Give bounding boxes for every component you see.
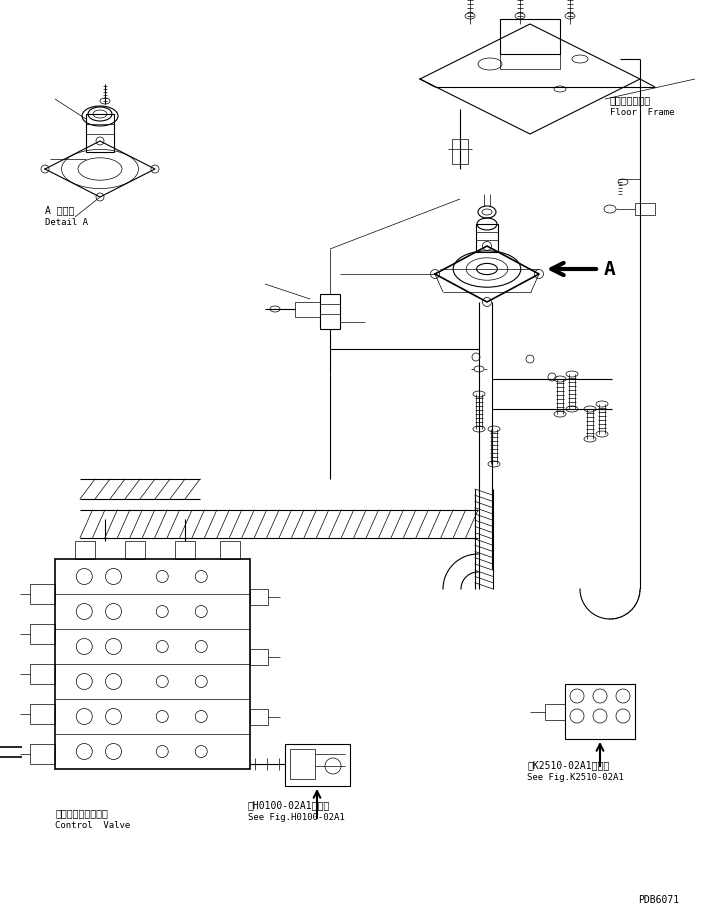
Text: Floor  Frame: Floor Frame xyxy=(610,107,675,117)
Bar xyxy=(500,55,560,70)
Bar xyxy=(635,204,655,216)
Bar xyxy=(250,710,268,725)
Text: A 　詳細: A 詳細 xyxy=(45,205,75,215)
Bar xyxy=(220,541,240,559)
Bar xyxy=(500,20,560,55)
Bar xyxy=(250,650,268,665)
Bar xyxy=(545,704,565,721)
Text: コントロールバルブ: コントロールバルブ xyxy=(55,807,108,817)
Bar xyxy=(30,584,55,604)
Bar xyxy=(285,744,350,786)
Bar xyxy=(565,684,635,739)
Bar xyxy=(295,302,320,318)
Bar xyxy=(30,664,55,684)
Text: 第H0100-02A1図参照: 第H0100-02A1図参照 xyxy=(248,799,331,809)
Bar xyxy=(250,589,268,605)
Bar xyxy=(55,559,250,769)
Text: See Fig.H0100-02A1: See Fig.H0100-02A1 xyxy=(248,812,345,821)
Bar xyxy=(30,624,55,644)
Bar xyxy=(476,225,498,252)
Bar xyxy=(175,541,195,559)
Bar xyxy=(30,744,55,764)
Bar xyxy=(75,541,95,559)
Text: 第K2510-02A1図参照: 第K2510-02A1図参照 xyxy=(527,759,609,769)
Bar xyxy=(452,140,468,165)
Bar xyxy=(290,749,315,779)
Text: Control  Valve: Control Valve xyxy=(55,820,130,829)
Bar xyxy=(30,704,55,724)
Text: Detail A: Detail A xyxy=(45,218,88,227)
Bar xyxy=(86,115,114,153)
Text: See Fig.K2510-02A1: See Fig.K2510-02A1 xyxy=(527,773,624,781)
Text: フロアフレーム: フロアフレーム xyxy=(610,95,651,105)
Text: PDB6071: PDB6071 xyxy=(638,894,679,904)
Text: A: A xyxy=(604,261,616,279)
Bar xyxy=(320,294,340,330)
Bar xyxy=(125,541,145,559)
